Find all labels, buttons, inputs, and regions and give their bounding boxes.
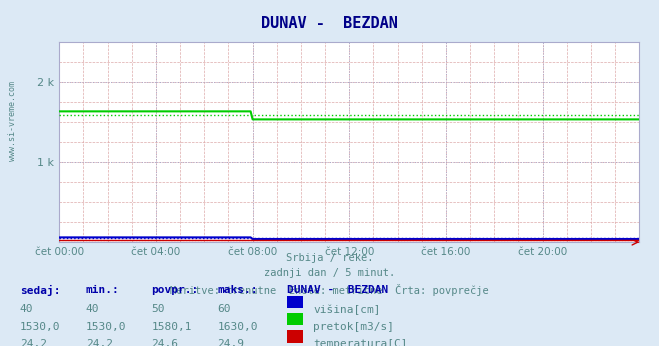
Text: 40: 40 xyxy=(20,304,33,315)
Text: zadnji dan / 5 minut.: zadnji dan / 5 minut. xyxy=(264,268,395,278)
Text: DUNAV -  BEZDAN: DUNAV - BEZDAN xyxy=(261,16,398,30)
Text: povpr.:: povpr.: xyxy=(152,285,199,295)
Text: 24,2: 24,2 xyxy=(20,339,47,346)
Text: 40: 40 xyxy=(86,304,99,315)
Text: 1630,0: 1630,0 xyxy=(217,322,258,332)
Text: DUNAV -  BEZDAN: DUNAV - BEZDAN xyxy=(287,285,388,295)
Text: 24,2: 24,2 xyxy=(86,339,113,346)
Text: 1530,0: 1530,0 xyxy=(86,322,126,332)
Text: višina[cm]: višina[cm] xyxy=(313,304,380,315)
Text: 1580,1: 1580,1 xyxy=(152,322,192,332)
Text: 24,6: 24,6 xyxy=(152,339,179,346)
Text: min.:: min.: xyxy=(86,285,119,295)
Text: maks.:: maks.: xyxy=(217,285,258,295)
Text: www.si-vreme.com: www.si-vreme.com xyxy=(8,81,17,161)
Text: temperatura[C]: temperatura[C] xyxy=(313,339,407,346)
Text: 1530,0: 1530,0 xyxy=(20,322,60,332)
Text: 50: 50 xyxy=(152,304,165,315)
Text: pretok[m3/s]: pretok[m3/s] xyxy=(313,322,394,332)
Text: 60: 60 xyxy=(217,304,231,315)
Text: sedaj:: sedaj: xyxy=(20,285,60,297)
Text: Meritve: trenutne  Enote: metrične  Črta: povprečje: Meritve: trenutne Enote: metrične Črta: … xyxy=(170,284,489,296)
Text: 24,9: 24,9 xyxy=(217,339,244,346)
Text: Srbija / reke.: Srbija / reke. xyxy=(286,253,373,263)
